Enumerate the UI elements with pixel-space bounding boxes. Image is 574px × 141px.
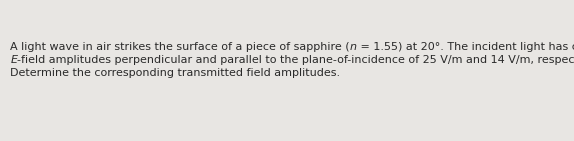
Text: Determine the corresponding transmitted field amplitudes.: Determine the corresponding transmitted … <box>10 68 340 78</box>
Text: -field amplitudes perpendicular and parallel to the plane-of-incidence of 25 V/m: -field amplitudes perpendicular and para… <box>17 55 574 65</box>
Text: A light wave in air strikes the surface of a piece of sapphire (: A light wave in air strikes the surface … <box>10 42 350 52</box>
Text: = 1.55) at 20°. The incident light has component: = 1.55) at 20°. The incident light has c… <box>357 42 574 52</box>
Text: n: n <box>350 42 357 52</box>
Text: E: E <box>10 55 17 65</box>
